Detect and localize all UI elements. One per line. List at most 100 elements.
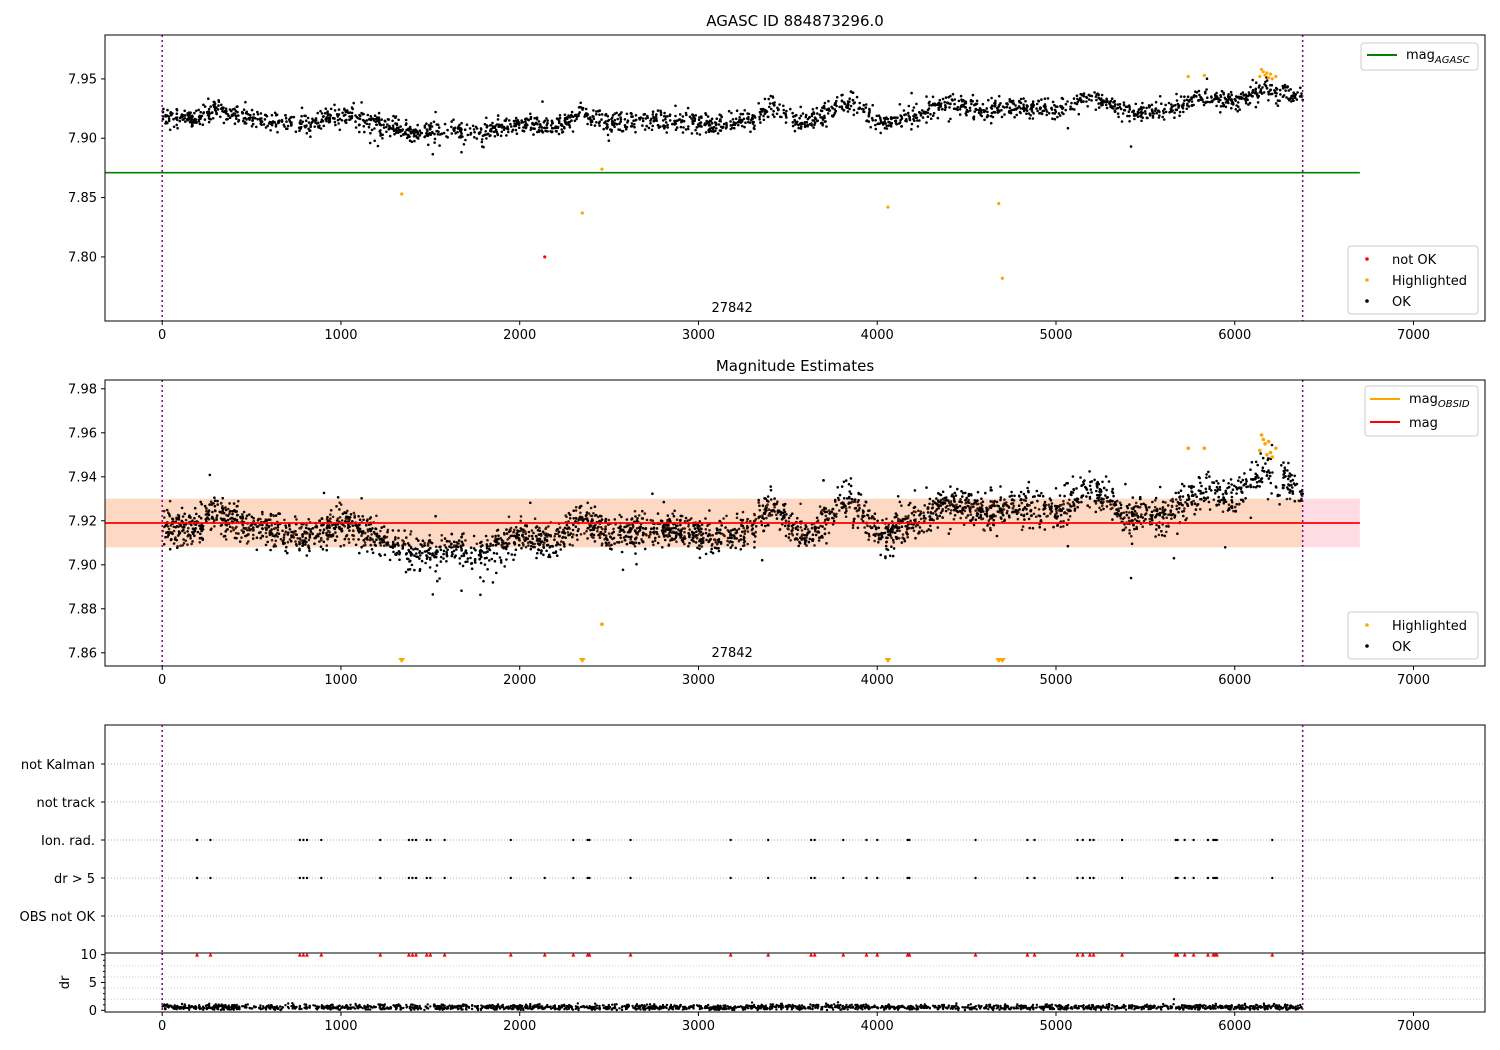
ok-point	[568, 126, 572, 129]
legend-label: Highlighted	[1392, 274, 1467, 289]
ok-point	[663, 111, 666, 115]
ok-point	[1254, 87, 1257, 91]
ok-point	[436, 123, 440, 127]
highlighted-point	[1274, 74, 1278, 79]
ok-point	[1194, 90, 1197, 93]
obsid-point	[1088, 506, 1091, 509]
ok-point	[335, 505, 338, 508]
ok-point	[463, 128, 467, 131]
obsid-point	[686, 519, 689, 522]
obsid-point	[681, 527, 685, 530]
ok-point	[418, 129, 422, 132]
ok-point	[600, 518, 604, 521]
obsid-point	[272, 514, 275, 517]
ok-point	[734, 546, 737, 550]
ok-point	[446, 128, 449, 132]
ok-point	[1228, 95, 1232, 99]
ok-point	[989, 114, 993, 118]
obsid-point	[1094, 502, 1098, 505]
ok-point	[888, 554, 892, 558]
ok-point	[1119, 503, 1123, 507]
ok-point	[235, 510, 238, 513]
obsid-point	[989, 526, 992, 530]
ok-point	[267, 525, 271, 528]
ok-point	[1267, 93, 1270, 96]
obsid-point	[912, 529, 916, 532]
ok-point	[426, 129, 429, 133]
ok-point	[421, 539, 425, 542]
ok-point	[336, 496, 340, 499]
ok-point	[768, 105, 771, 109]
ok-point	[464, 549, 468, 552]
ok-point	[1267, 457, 1270, 460]
obsid-point	[409, 533, 412, 536]
legend-label: OK	[1392, 295, 1411, 310]
ok-point	[1208, 475, 1211, 478]
ok-point	[904, 113, 908, 116]
ok-point	[1257, 476, 1260, 479]
ok-point	[610, 130, 613, 133]
ok-point	[890, 545, 893, 548]
obsid-point	[363, 531, 367, 535]
ok-point	[521, 129, 524, 132]
ok-point	[793, 118, 796, 122]
ok-point	[1224, 500, 1228, 504]
ok-point	[682, 126, 685, 129]
ok-point	[849, 492, 853, 496]
ok-point	[883, 531, 887, 535]
ok-point	[1167, 101, 1171, 105]
ok-point	[354, 126, 358, 129]
ok-point	[1196, 503, 1200, 506]
ok-point	[871, 119, 875, 122]
ok-point	[1058, 494, 1062, 497]
ok-point	[947, 120, 951, 123]
ok-point	[292, 115, 296, 119]
ok-point	[207, 97, 210, 100]
ok-point	[458, 562, 462, 565]
ok-point	[225, 118, 228, 121]
obsid-point	[805, 544, 808, 547]
ok-point	[810, 124, 814, 127]
ok-point	[221, 107, 224, 111]
chart-title: AGASC ID 884873296.0	[706, 12, 884, 30]
obsid-point	[538, 526, 541, 530]
ok-point	[644, 117, 648, 120]
ok-point	[595, 121, 598, 124]
ok-point	[203, 118, 207, 121]
ok-point	[254, 125, 258, 129]
obsid-point	[1170, 517, 1173, 520]
ok-point	[782, 108, 785, 112]
ok-point	[542, 553, 545, 557]
ok-point	[894, 121, 898, 125]
ok-point	[223, 109, 227, 113]
ok-point	[1205, 88, 1208, 91]
ok-point	[710, 126, 714, 130]
ok-point	[657, 126, 661, 129]
ok-point	[1199, 95, 1202, 99]
ok-point	[503, 565, 507, 568]
obsid-point	[644, 533, 648, 536]
ok-point	[758, 110, 762, 114]
ok-point	[1144, 112, 1147, 115]
ok-point	[634, 114, 638, 117]
obsid-point	[1130, 534, 1133, 538]
ok-point	[429, 122, 433, 125]
ok-point	[625, 125, 629, 129]
ok-point	[936, 116, 940, 120]
ok-point	[1234, 108, 1238, 111]
ok-point	[882, 116, 886, 120]
ok-point	[496, 114, 500, 117]
ok-point	[234, 114, 238, 118]
obsid-point	[213, 519, 216, 522]
obsid-point	[1067, 518, 1070, 522]
ok-point	[219, 517, 223, 520]
ok-point	[1157, 116, 1161, 119]
ok-point	[335, 113, 339, 116]
ok-point	[1219, 105, 1223, 108]
ok-point	[785, 116, 788, 119]
ok-point	[1043, 97, 1047, 100]
ok-point	[1155, 528, 1158, 531]
ok-point	[876, 519, 879, 523]
ok-point	[1107, 480, 1111, 483]
ok-point	[1222, 93, 1225, 96]
